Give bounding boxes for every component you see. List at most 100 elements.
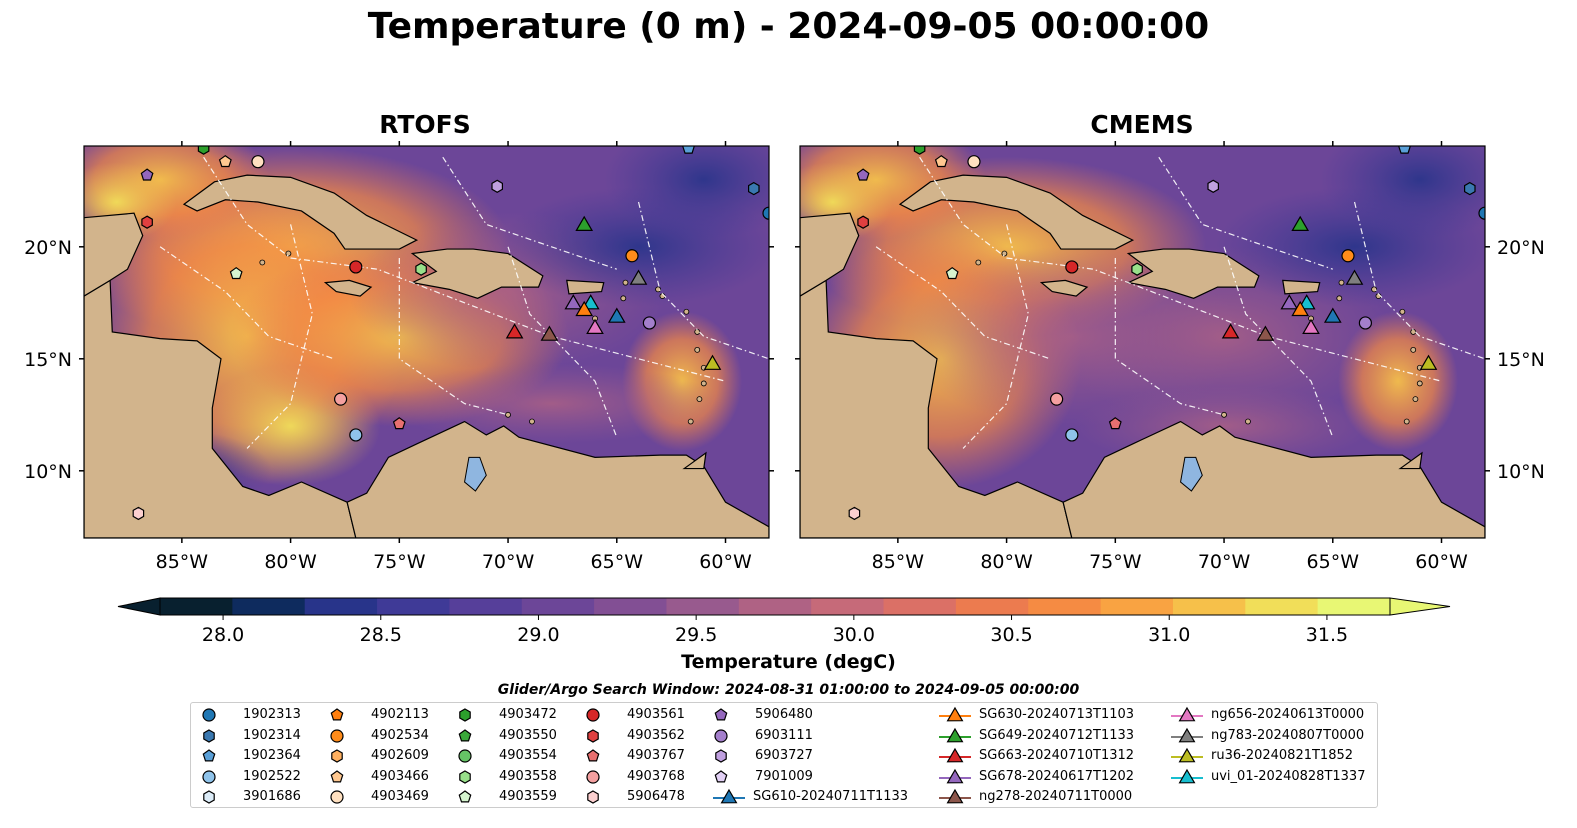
colorbar-segment: [304, 598, 378, 615]
eez-boundary: [159, 246, 335, 360]
colorbar-tick-label: 28.0: [201, 624, 245, 646]
eez-boundary: [398, 258, 509, 416]
argo-marker-1902364: [682, 146, 695, 154]
pentagon-legend-icon: [714, 708, 728, 721]
colorbar-segment: [521, 598, 595, 615]
circle-legend-icon: [714, 728, 728, 743]
glider-legend-icon: [1178, 768, 1196, 783]
glider-marker-SG610-20240711T1133: [607, 307, 626, 323]
glider-marker-ng783-20240807T0000: [629, 269, 648, 285]
eez-boundary: [507, 246, 618, 438]
argo-marker-1902314: [747, 181, 760, 196]
colorbar-segment: [160, 598, 233, 615]
pentagon-legend-icon: [202, 749, 216, 762]
circle-legend-icon: [202, 769, 216, 784]
colorbar-segment: [1317, 598, 1391, 615]
glider-legend-icon: [946, 706, 964, 722]
land-jamaica: [1039, 279, 1089, 297]
glider-marker-SG649-20240712T1133: [1291, 215, 1310, 231]
map-panel-cmems: 85°W 80°W 75°W 70°W 65°W 60°W 20°N 15°N 10°N: [795, 141, 1545, 573]
argo-marker-5906480: [140, 168, 154, 181]
argo-marker-4903558: [415, 262, 427, 276]
lon-tick-label: 85°W: [872, 551, 925, 573]
glider-legend-icon: [1178, 706, 1196, 722]
lon-tick-label: 75°W: [373, 551, 426, 573]
colorbar-segment: [449, 598, 523, 615]
eez-boundary: [962, 224, 1029, 449]
search-window-text: Glider/Argo Search Window: 2024-08-31 01…: [497, 682, 1080, 698]
glider-marker-ng278-20240711T0000: [1256, 325, 1275, 341]
land-mainland_south: [1062, 420, 1485, 538]
lat-tick-label: 15°N: [1497, 349, 1545, 371]
argo-marker-6903111: [642, 316, 656, 330]
argo-marker-4902534: [625, 249, 639, 263]
hexagon-legend-icon: [459, 769, 471, 784]
argo-marker-4903558: [1131, 262, 1143, 276]
glider-marker-ru36-20240821T1852: [1419, 354, 1438, 370]
argo-marker-5906480: [856, 168, 870, 181]
lat-tick-label: 20°N: [24, 237, 72, 259]
argo-marker-4903767: [1108, 417, 1122, 430]
land-trinidad: [1398, 451, 1423, 470]
pentagon-legend-icon: [330, 708, 344, 721]
eez-boundary: [246, 224, 313, 449]
colorbar-tick-label: 31.5: [1305, 624, 1349, 646]
lon-tick-label: 80°W: [980, 551, 1033, 573]
argo-marker-4903767: [392, 417, 406, 430]
colorbar-segment: [377, 598, 450, 615]
colorbar: [117, 597, 1451, 620]
land-hispaniola: [410, 248, 544, 299]
circle-legend-icon: [330, 728, 344, 743]
colorbar-segment: [1028, 598, 1102, 615]
colorbar-tick-label: 30.5: [990, 624, 1033, 646]
figure-canvas: 85°W 80°W 75°W 70°W 65°W 60°W20°N15°N10°N85°W…: [24, 141, 1545, 620]
argo-marker-5906478: [848, 506, 861, 521]
eez-boundary: [1353, 201, 1485, 360]
glider-marker-SG649-20240712T1133: [575, 215, 594, 231]
lat-tick-label: 15°N: [24, 349, 72, 371]
glider-marker-SG610-20240711T1133: [1323, 307, 1342, 323]
argo-marker-5906478: [132, 506, 145, 521]
glider-marker-ru36-20240821T1852: [703, 354, 722, 370]
colorbar-segment: [666, 598, 740, 615]
legend: 1902313 1902314 1902364 1902522 3901686 49021…: [190, 702, 1378, 808]
circle-legend-icon: [202, 708, 216, 722]
argo-marker-4903466: [218, 154, 232, 168]
lat-tick-label: 10°N: [24, 461, 72, 483]
eez-boundary: [637, 201, 769, 360]
glider-marker-ng656-20240613T0000: [1302, 318, 1320, 334]
land-cuba: [182, 174, 419, 250]
glider-marker-SG630-20240713T1103: [1291, 300, 1310, 317]
colorbar-segment: [738, 598, 812, 615]
lat-tick-label: 20°N: [1497, 237, 1545, 259]
eez-boundary: [1114, 258, 1225, 416]
hexagon-legend-icon: [587, 790, 599, 804]
hexagon-legend-icon: [203, 728, 215, 743]
hexagon-legend-icon: [331, 749, 343, 763]
colorbar-segment: [1100, 598, 1174, 615]
argo-marker-4903561: [1065, 260, 1079, 274]
pentagon-legend-icon: [714, 769, 728, 782]
argo-marker-1902364: [1398, 146, 1411, 154]
pentagon-legend-icon: [586, 749, 600, 762]
glider-marker-SG663-20240710T1312: [1221, 323, 1240, 339]
glider-legend-icon: [1178, 747, 1196, 763]
hexagon-legend-icon: [203, 790, 215, 804]
argo-marker-4903562: [857, 215, 869, 229]
argo-marker-4903768: [1050, 392, 1064, 406]
land-yucatan: [800, 212, 860, 297]
land-jamaica: [323, 279, 373, 297]
glider-marker-SG630-20240713T1103: [575, 300, 594, 317]
argo-marker-4903466: [934, 154, 948, 168]
colorbar-segment: [1172, 598, 1246, 615]
circle-legend-icon: [586, 708, 600, 722]
argo-marker-4903472: [197, 146, 210, 155]
argo-marker-4903561: [349, 260, 363, 274]
argo-marker-1902314: [1463, 181, 1476, 196]
glider-legend-icon: [946, 747, 964, 763]
glider-marker-SG678-20240617T1202: [564, 294, 583, 310]
glider-marker-SG663-20240710T1312: [505, 323, 524, 339]
argo-marker-4903559: [945, 266, 959, 280]
colorbar-label: Temperature (degC): [681, 651, 896, 673]
hexagon-legend-icon: [587, 728, 599, 743]
